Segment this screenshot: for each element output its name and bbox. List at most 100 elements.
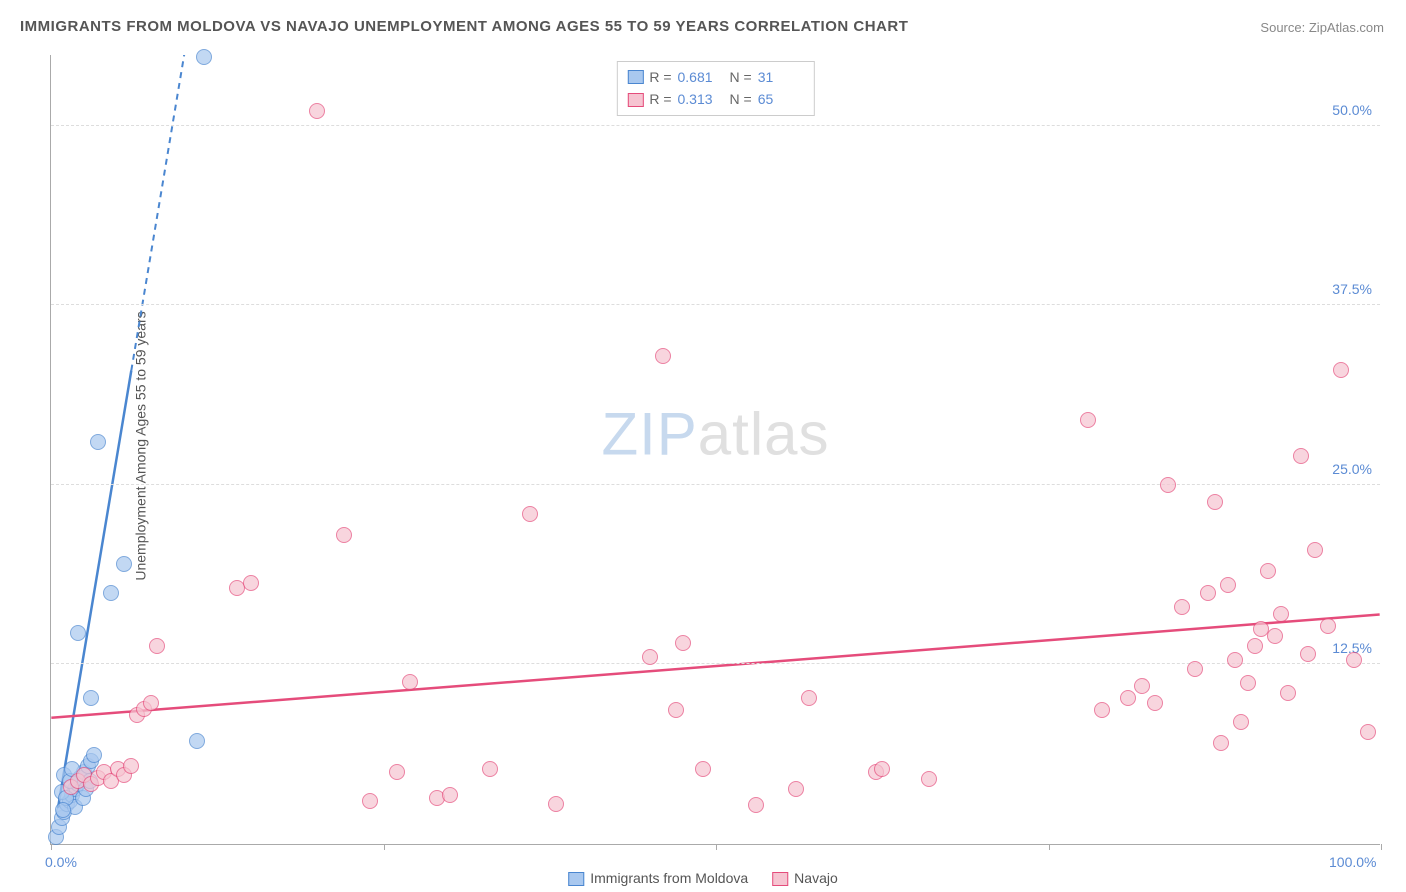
- source-label: Source:: [1260, 20, 1305, 35]
- data-point: [1233, 714, 1249, 730]
- data-point: [86, 747, 102, 763]
- n-value: 31: [758, 66, 804, 88]
- data-point: [1213, 735, 1229, 751]
- data-point: [1094, 702, 1110, 718]
- data-point: [1147, 695, 1163, 711]
- r-value: 0.681: [678, 66, 724, 88]
- n-value: 65: [758, 88, 804, 110]
- data-point: [1207, 494, 1223, 510]
- data-point: [309, 103, 325, 119]
- data-point: [1280, 685, 1296, 701]
- gridline: [51, 125, 1380, 126]
- data-point: [1080, 412, 1096, 428]
- watermark-atlas: atlas: [698, 400, 830, 467]
- data-point: [103, 585, 119, 601]
- gridline: [51, 304, 1380, 305]
- data-point: [801, 690, 817, 706]
- data-point: [1120, 690, 1136, 706]
- data-point: [548, 796, 564, 812]
- data-point: [874, 761, 890, 777]
- n-label: N =: [730, 88, 752, 110]
- x-tick-mark: [51, 844, 52, 850]
- legend-correlation: R = 0.681 N = 31 R = 0.313 N = 65: [616, 61, 814, 116]
- data-point: [83, 690, 99, 706]
- data-point: [668, 702, 684, 718]
- legend-series-item: Navajo: [772, 870, 838, 886]
- r-label: R =: [649, 66, 671, 88]
- watermark-zip: ZIP: [601, 400, 697, 467]
- data-point: [1240, 675, 1256, 691]
- data-point: [1260, 563, 1276, 579]
- data-point: [1160, 477, 1176, 493]
- source-attribution: Source: ZipAtlas.com: [1260, 20, 1384, 35]
- data-point: [1220, 577, 1236, 593]
- legend-series: Immigrants from Moldova Navajo: [568, 870, 838, 886]
- data-point: [522, 506, 538, 522]
- data-point: [1134, 678, 1150, 694]
- data-point: [336, 527, 352, 543]
- legend-swatch: [627, 93, 643, 107]
- y-tick-label: 37.5%: [1332, 281, 1372, 297]
- x-tick-mark: [1049, 844, 1050, 850]
- x-tick-mark: [716, 844, 717, 850]
- trend-lines: [51, 55, 1380, 844]
- data-point: [482, 761, 498, 777]
- y-tick-label: 50.0%: [1332, 102, 1372, 118]
- data-point: [389, 764, 405, 780]
- x-tick-label: 100.0%: [1329, 854, 1376, 870]
- data-point: [70, 625, 86, 641]
- gridline: [51, 484, 1380, 485]
- y-tick-label: 25.0%: [1332, 461, 1372, 477]
- legend-series-label: Navajo: [794, 870, 838, 886]
- data-point: [655, 348, 671, 364]
- data-point: [362, 793, 378, 809]
- legend-swatch: [627, 70, 643, 84]
- source-site: ZipAtlas.com: [1309, 20, 1384, 35]
- data-point: [1360, 724, 1376, 740]
- data-point: [1187, 661, 1203, 677]
- legend-row: R = 0.313 N = 65: [627, 88, 803, 110]
- data-point: [1300, 646, 1316, 662]
- x-tick-mark: [384, 844, 385, 850]
- data-point: [55, 802, 71, 818]
- data-point: [748, 797, 764, 813]
- data-point: [921, 771, 937, 787]
- data-point: [243, 575, 259, 591]
- data-point: [143, 695, 159, 711]
- n-label: N =: [730, 66, 752, 88]
- legend-swatch: [568, 872, 584, 886]
- r-value: 0.313: [678, 88, 724, 110]
- data-point: [196, 49, 212, 65]
- data-point: [1333, 362, 1349, 378]
- scatter-plot: ZIPatlas R =0.681N =31R =0.313N =65 12.5…: [50, 55, 1380, 845]
- legend-series-label: Immigrants from Moldova: [590, 870, 748, 886]
- data-point: [90, 434, 106, 450]
- data-point: [1227, 652, 1243, 668]
- r-label: R =: [649, 88, 671, 110]
- data-point: [788, 781, 804, 797]
- legend-swatch: [772, 872, 788, 886]
- watermark: ZIPatlas: [601, 399, 829, 468]
- data-point: [695, 761, 711, 777]
- data-point: [1320, 618, 1336, 634]
- data-point: [1293, 448, 1309, 464]
- legend-row: R = 0.681 N = 31: [627, 66, 803, 88]
- data-point: [1307, 542, 1323, 558]
- x-tick-mark: [1381, 844, 1382, 850]
- data-point: [675, 635, 691, 651]
- data-point: [1267, 628, 1283, 644]
- data-point: [1200, 585, 1216, 601]
- data-point: [442, 787, 458, 803]
- data-point: [1346, 652, 1362, 668]
- chart-title: IMMIGRANTS FROM MOLDOVA VS NAVAJO UNEMPL…: [20, 18, 908, 35]
- data-point: [123, 758, 139, 774]
- data-point: [642, 649, 658, 665]
- data-point: [1247, 638, 1263, 654]
- legend-series-item: Immigrants from Moldova: [568, 870, 748, 886]
- data-point: [1273, 606, 1289, 622]
- x-tick-label: 0.0%: [45, 854, 77, 870]
- gridline: [51, 663, 1380, 664]
- data-point: [149, 638, 165, 654]
- data-point: [189, 733, 205, 749]
- data-point: [402, 674, 418, 690]
